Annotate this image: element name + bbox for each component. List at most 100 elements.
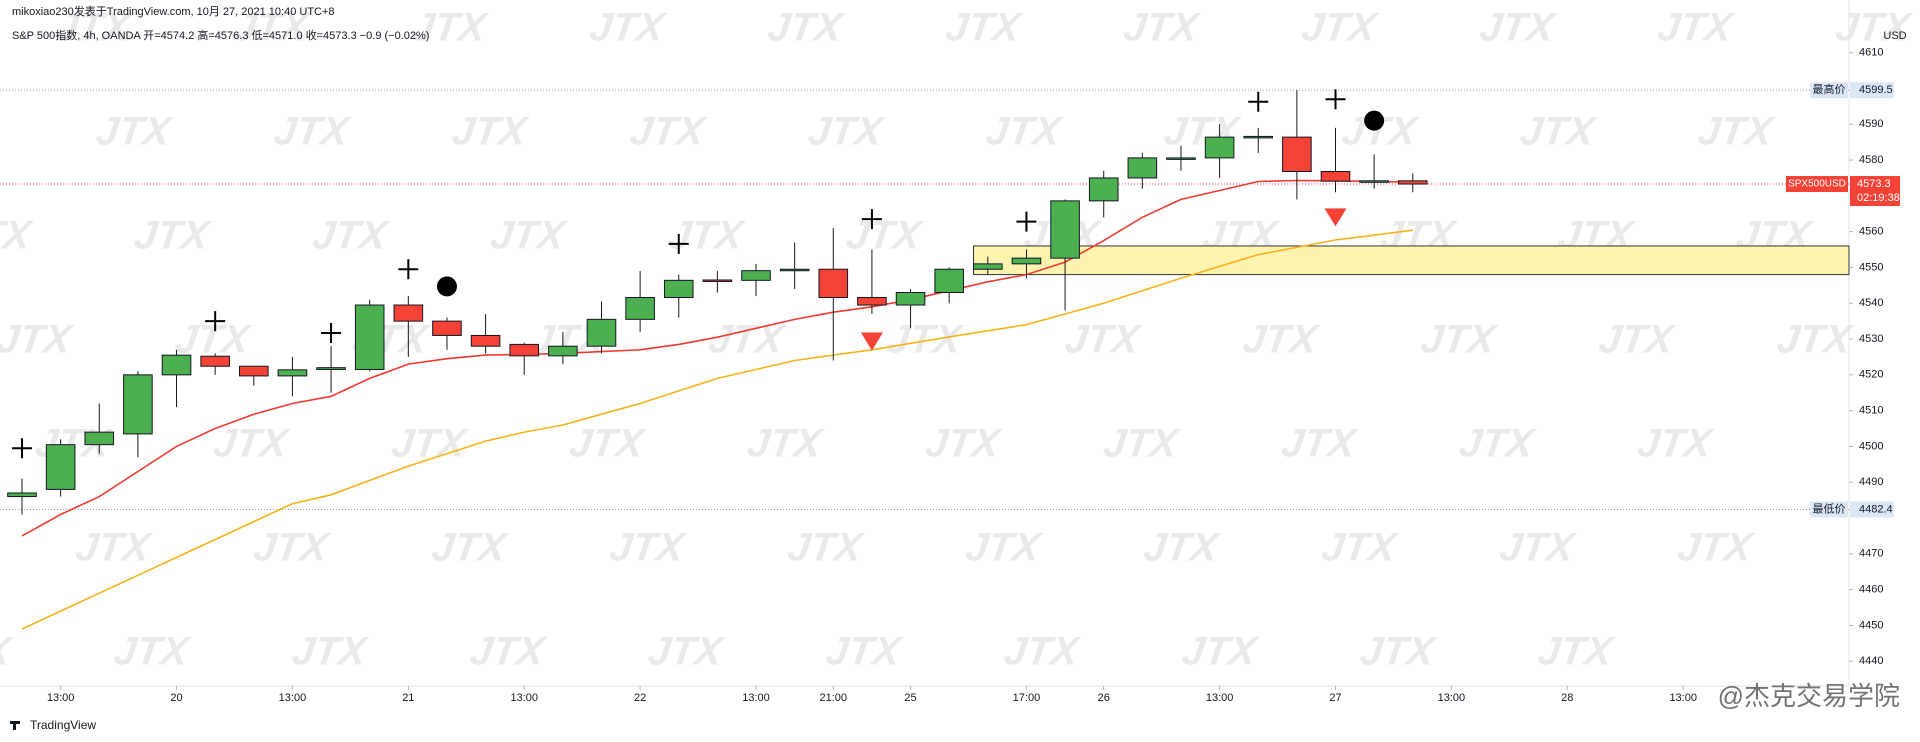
candle-body — [239, 365, 269, 377]
candle-body — [857, 297, 887, 306]
watermark: JTX — [1596, 317, 1678, 362]
x-tick-label: 13:00 — [47, 692, 75, 704]
cross-marker — [668, 233, 689, 254]
y-tick-label: 4500 — [1859, 440, 1883, 452]
candle-body — [7, 492, 37, 498]
watermark: JTX — [785, 525, 867, 570]
watermark: JTX — [1833, 5, 1915, 50]
watermark: JTX — [823, 629, 905, 674]
watermark: JTX — [1418, 317, 1500, 362]
y-tick-label: 4550 — [1859, 261, 1883, 273]
y-tick-label: 4520 — [1859, 369, 1883, 381]
watermark: JTX — [251, 525, 333, 570]
candle-body — [509, 343, 540, 357]
level-label: 最低价 — [1813, 502, 1846, 515]
last-price-bg — [1850, 176, 1900, 207]
watermark: JTX — [449, 109, 531, 154]
author-line: mikoxiao230发表于TradingView.com, 10月 27, 2… — [12, 4, 335, 18]
cross-marker — [1248, 91, 1269, 112]
y-tick-label: 4590 — [1859, 118, 1883, 130]
watermark: JTX — [745, 421, 827, 466]
watermark: JTX — [271, 109, 353, 154]
candle-body — [1166, 157, 1196, 160]
candle-body — [1050, 200, 1080, 259]
candle-body — [934, 268, 964, 294]
watermark: JTX — [567, 421, 649, 466]
watermark: JTX — [645, 629, 727, 674]
watermark: JTX — [1101, 421, 1183, 466]
y-tick-label: 4490 — [1859, 476, 1883, 488]
moving-average — [21, 179, 1413, 537]
x-tick-label: 20 — [170, 692, 182, 704]
watermark: JTX — [587, 5, 669, 50]
candle-body — [1204, 136, 1235, 159]
watermark: JTX — [111, 629, 193, 674]
candle-body — [354, 304, 385, 370]
level-label-bg — [1810, 501, 1848, 518]
y-tick-label: 4610 — [1859, 47, 1883, 59]
watermark: JTX — [0, 629, 15, 674]
watermark: JTX — [607, 525, 689, 570]
watermark: JTX — [289, 629, 371, 674]
countdown: 02:19:38 — [1857, 192, 1900, 204]
y-tick-label: 4450 — [1859, 619, 1883, 631]
watermark: JTX — [73, 525, 155, 570]
candle-body — [741, 270, 771, 281]
cross-marker — [398, 259, 419, 280]
watermark: JTX — [409, 5, 491, 50]
y-tick-label: 4560 — [1859, 226, 1883, 238]
candle-body — [973, 263, 1003, 270]
dot-marker — [436, 276, 457, 297]
x-tick-label: 13:00 — [510, 692, 538, 704]
candle-body — [548, 345, 578, 357]
brand: TradingView — [30, 718, 96, 732]
cross-marker — [321, 322, 342, 343]
cross-marker — [12, 438, 32, 459]
watermark: JTX — [488, 213, 570, 258]
level-label: 最高价 — [1813, 82, 1846, 96]
candle-body — [161, 354, 192, 376]
legend-line: S&P 500指数, 4h, OANDA 开=4574.2 高=4576.3 低… — [12, 28, 429, 42]
y-tick-label: 4530 — [1859, 333, 1883, 345]
watermark: JTX — [132, 213, 214, 258]
watermark: JTX — [983, 109, 1065, 154]
x-tick-label: 17:00 — [1013, 692, 1041, 704]
candle-body — [277, 369, 308, 377]
candle-body — [1011, 257, 1042, 265]
candle-body — [432, 320, 462, 336]
watermark: JTX — [1477, 5, 1559, 50]
watermark: JTX — [211, 421, 293, 466]
level-label-bg — [1810, 82, 1848, 99]
candle-body — [200, 355, 230, 367]
x-tick-label: 28 — [1561, 692, 1573, 704]
watermark: JTX — [1357, 629, 1439, 674]
x-tick-label: 25 — [904, 692, 916, 704]
watermark: JTX — [1179, 629, 1261, 674]
candle-body — [895, 292, 926, 306]
x-tick-label: 13:00 — [279, 692, 307, 704]
watermark: JTX — [172, 317, 254, 362]
watermark: JTX — [1240, 317, 1322, 362]
watermark: JTX — [231, 5, 313, 50]
triangle-marker — [1324, 208, 1347, 227]
currency: USD — [1883, 30, 1906, 42]
candle-body — [1359, 180, 1389, 183]
watermark: JTX — [1001, 629, 1083, 674]
watermark: JTX — [1655, 5, 1737, 50]
watermark: JTX — [805, 109, 887, 154]
brand-logo — [10, 721, 20, 730]
cross-marker — [1325, 89, 1346, 110]
watermark: JTX — [923, 421, 1005, 466]
candle-body — [625, 297, 655, 320]
watermark: JTX — [1121, 5, 1203, 50]
candle-body — [84, 431, 115, 446]
candle-body — [818, 268, 849, 299]
watermark: JTX — [1517, 109, 1599, 154]
watermark: JTX — [1141, 525, 1223, 570]
cross-marker — [205, 311, 226, 332]
watermark: JTX — [963, 525, 1045, 570]
watermark: JTX — [1062, 317, 1144, 362]
watermark: JTX — [467, 629, 549, 674]
symbol-label-bg — [1786, 176, 1848, 193]
